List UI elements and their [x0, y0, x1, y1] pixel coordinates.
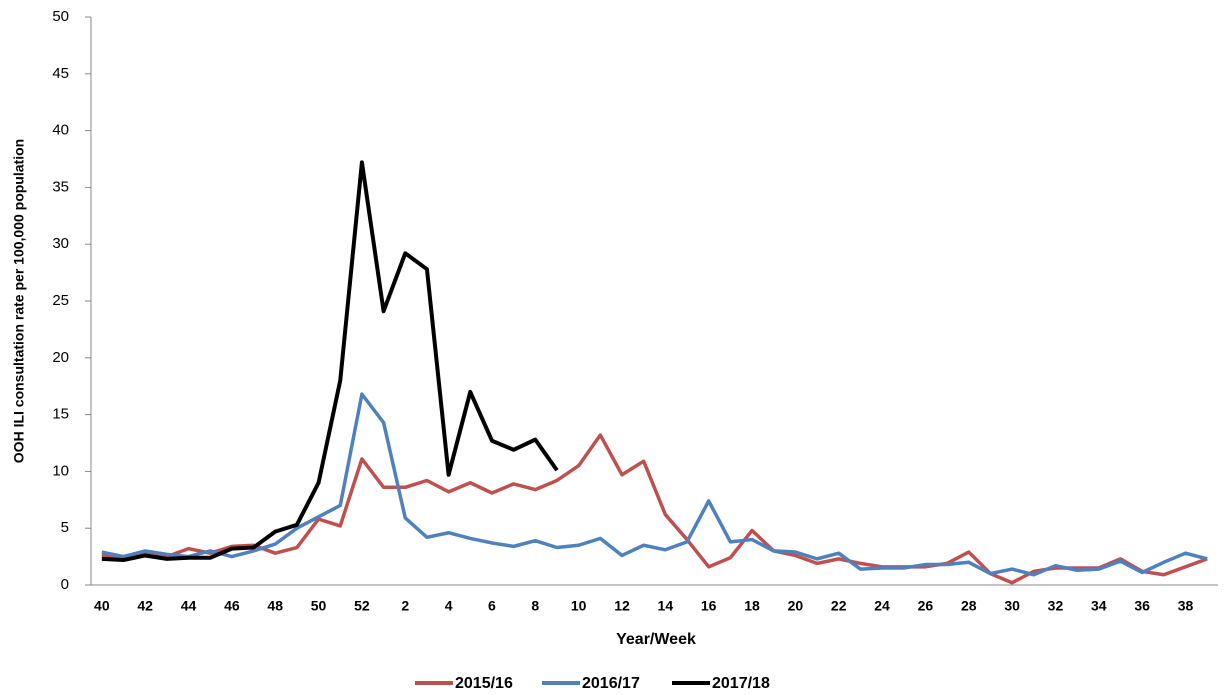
y-tick-label: 0	[61, 576, 69, 593]
x-tick-label: 20	[788, 598, 804, 614]
x-tick-label: 32	[1048, 598, 1064, 614]
y-tick-label: 50	[52, 8, 69, 25]
x-tick-label: 10	[571, 598, 587, 614]
y-tick-label: 5	[61, 519, 69, 536]
x-tick-label: 38	[1178, 598, 1194, 614]
y-tick-label: 10	[52, 462, 69, 479]
series-line	[101, 392, 1208, 577]
y-tick-label: 30	[52, 235, 69, 252]
x-tick-label: 48	[267, 598, 283, 614]
x-tick-label: 44	[181, 598, 197, 614]
y-tick-label: 45	[52, 65, 69, 82]
y-axis-label: OOH ILI consultation rate per 100,000 po…	[11, 139, 27, 463]
x-tick-label: 36	[1134, 598, 1150, 614]
legend-label: 2015/16	[455, 675, 513, 692]
x-tick-label: 50	[311, 598, 327, 614]
x-tick-label: 8	[531, 598, 539, 614]
x-tick-label: 52	[354, 598, 370, 614]
legend-label: 2016/17	[582, 675, 640, 692]
x-tick-label: 16	[701, 598, 717, 614]
x-tick-label: 40	[94, 598, 110, 614]
x-tick-label: 30	[1004, 598, 1020, 614]
x-tick-label: 42	[137, 598, 153, 614]
x-tick-label: 28	[961, 598, 977, 614]
y-tick-label: 40	[52, 122, 69, 139]
x-tick-label: 22	[831, 598, 847, 614]
x-tick-label: 4	[445, 598, 453, 614]
series-line	[101, 433, 1208, 585]
x-tick-label: 34	[1091, 598, 1107, 614]
y-tick-label: 25	[52, 292, 69, 309]
x-axis-label: Year/Week	[616, 631, 696, 648]
series-line	[101, 160, 559, 563]
x-tick-label: 26	[918, 598, 934, 614]
x-tick-label: 24	[874, 598, 890, 614]
legend-label: 2017/18	[712, 675, 770, 692]
x-tick-label: 14	[658, 598, 674, 614]
x-tick-label: 18	[744, 598, 760, 614]
x-tick-label: 6	[488, 598, 496, 614]
x-tick-label: 46	[224, 598, 240, 614]
y-tick-label: 15	[52, 406, 69, 423]
y-tick-label: 35	[52, 178, 69, 195]
y-tick-label: 20	[52, 349, 69, 366]
x-tick-label: 12	[614, 598, 630, 614]
x-tick-label: 2	[401, 598, 409, 614]
